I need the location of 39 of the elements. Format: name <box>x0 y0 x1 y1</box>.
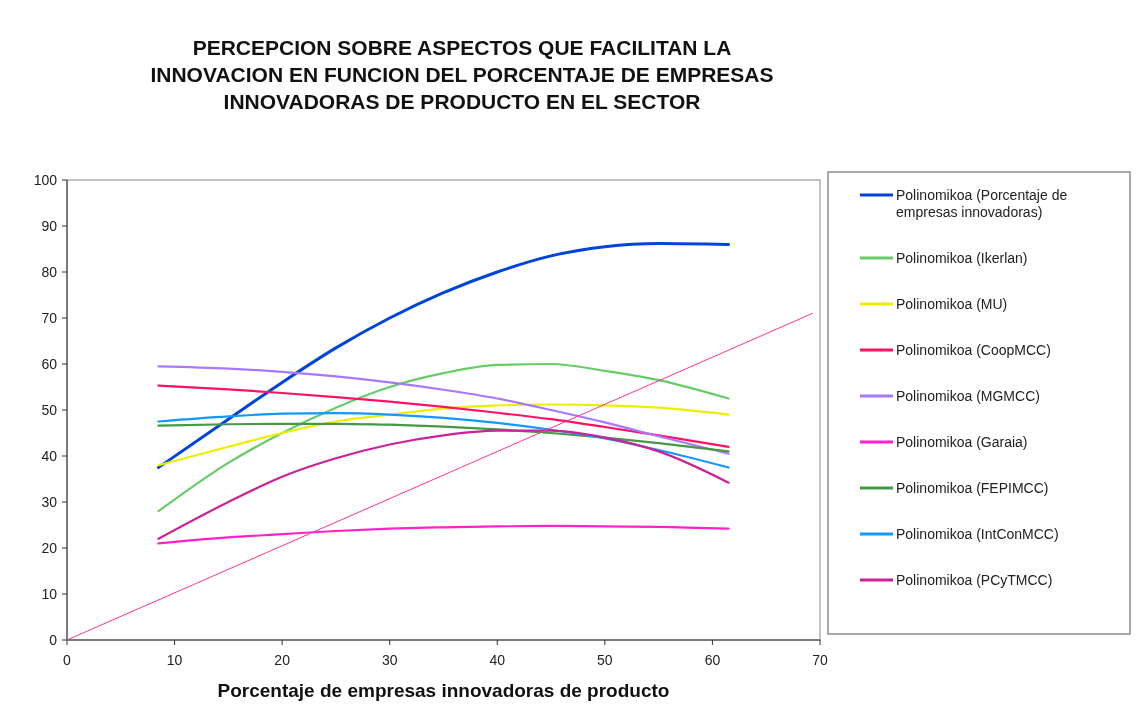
line-series <box>157 422 730 453</box>
x-tick-label: 70 <box>812 652 828 668</box>
y-tick-label: 20 <box>41 540 58 556</box>
y-tick-label: 80 <box>41 264 58 280</box>
y-tick-label: 40 <box>41 448 58 464</box>
y-tick-label: 100 <box>33 172 58 188</box>
x-tick-label: 40 <box>489 652 506 668</box>
y-tick-label: 90 <box>41 218 58 234</box>
line-series <box>157 362 730 513</box>
legend-label: Polinomikoa (CoopMCC) <box>896 342 1051 358</box>
x-tick-label: 50 <box>597 652 613 668</box>
legend-label: Polinomikoa (Garaia) <box>896 434 1028 450</box>
legend-label: Polinomikoa (MGMCC) <box>896 388 1040 404</box>
x-tick-label: 0 <box>63 652 72 668</box>
x-tick-label: 60 <box>704 652 721 668</box>
legend-label: Polinomikoa (MU) <box>896 296 1008 312</box>
legend-label: Polinomikoa (Porcentaje de empresas innovadoras) <box>896 187 1068 220</box>
y-tick-label: 10 <box>41 586 58 602</box>
legend-label: Polinomikoa (PCyTMCC) <box>896 572 1053 588</box>
y-tick-label: 60 <box>41 356 58 372</box>
x-axis-title: Porcentaje de empresas innovadoras de producto <box>217 680 670 701</box>
y-tick-label: 50 <box>41 402 58 418</box>
line-series <box>157 384 730 448</box>
line-series <box>157 403 730 467</box>
legend-label: Polinomikoa (IntConMCC) <box>896 526 1059 542</box>
legend-label: Polinomikoa (Ikerlan) <box>896 250 1028 266</box>
y-tick-label: 70 <box>41 310 58 326</box>
line-series <box>157 429 730 540</box>
x-tick-label: 20 <box>274 652 291 668</box>
legend-label: Polinomikoa (FEPIMCC) <box>896 480 1049 496</box>
y-tick-label: 30 <box>41 494 58 510</box>
line-series <box>157 524 730 545</box>
x-tick-label: 10 <box>166 652 183 668</box>
line-series <box>156 241 731 469</box>
line-series <box>157 412 730 469</box>
x-tick-label: 30 <box>381 652 398 668</box>
chart-title: PERCEPCION SOBRE ASPECTOS QUE FACILITAN LA INNOVACION EN FUNCION DEL PORCENTAJE DE EMPRESAS INNOVADORAS DE PRODUCTO EN EL SECTOR <box>150 36 774 113</box>
y-tick-label: 0 <box>49 632 58 648</box>
line-series <box>157 365 730 455</box>
